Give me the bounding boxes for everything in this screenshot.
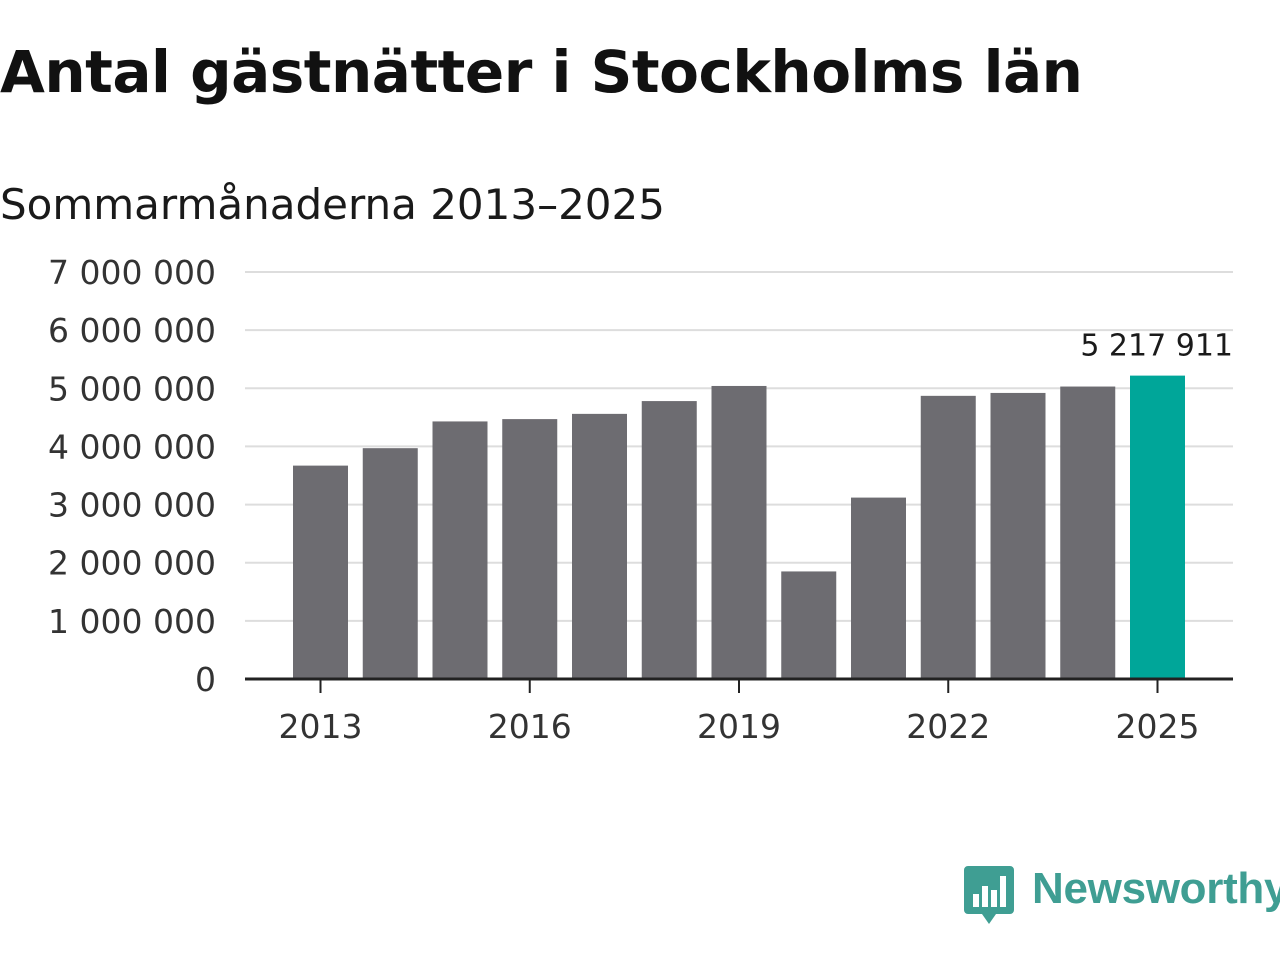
- bar-2018: [641, 401, 697, 679]
- y-tick-label: 6 000 000: [48, 311, 216, 350]
- logo-text: Newsworthy: [1032, 864, 1280, 913]
- chart-subtitle: Sommarmånaderna 2013–2025: [0, 180, 665, 229]
- y-axis-tick-labels: 0 1 000 000 2 000 000 3 000 000 4 000 000 5 0…: [48, 253, 216, 699]
- y-tick-label: 3 000 000: [48, 486, 216, 525]
- x-tick-label: 2022: [906, 707, 990, 746]
- bars: [293, 375, 1185, 679]
- bar-2015: [432, 421, 488, 679]
- bar-chart-speech-bubble-icon: [964, 866, 1014, 924]
- newsworthy-logo: Newsworthy: [964, 864, 1280, 926]
- bar-2017: [572, 413, 627, 679]
- y-tick-label: 4 000 000: [48, 427, 216, 466]
- y-tick-label: 2 000 000: [48, 544, 216, 583]
- x-tick-label: 2013: [279, 707, 363, 746]
- y-tick-label: 5 000 000: [48, 369, 216, 408]
- bar-2025: [1130, 375, 1185, 679]
- chart-title: Antal gästnätter i Stockholms län: [0, 38, 1083, 106]
- bar-2020: [781, 571, 837, 679]
- bar-2014: [362, 448, 418, 679]
- bar-2019: [711, 385, 767, 679]
- bar-2021: [851, 497, 906, 679]
- x-tick-label: 2019: [697, 707, 781, 746]
- y-tick-label: 0: [195, 660, 216, 699]
- x-tick-label: 2025: [1116, 707, 1200, 746]
- bar-2022: [920, 395, 976, 679]
- y-tick-label: 1 000 000: [48, 602, 216, 641]
- bar-2016: [502, 419, 558, 679]
- y-tick-label: 7 000 000: [48, 253, 216, 292]
- bar-2013: [293, 465, 348, 679]
- value-annotations: 5 217 911: [1080, 329, 1233, 364]
- x-tick-label: 2016: [488, 707, 572, 746]
- bar-2024: [1060, 386, 1116, 679]
- x-axis-tick-labels: 2013 2016 2019 2022 2025: [279, 707, 1200, 746]
- value-label-2025: 5 217 911: [1080, 329, 1233, 364]
- x-axis: [245, 677, 1233, 693]
- bar-2023: [990, 392, 1046, 679]
